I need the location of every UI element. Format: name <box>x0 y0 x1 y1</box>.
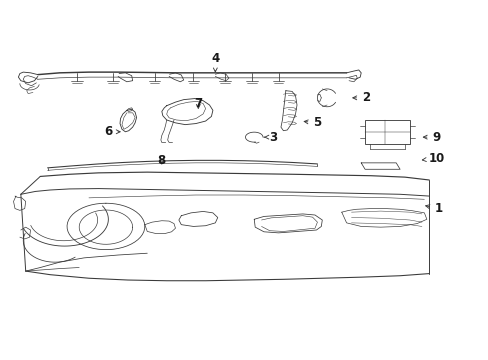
Text: 4: 4 <box>211 52 219 72</box>
Text: 8: 8 <box>158 154 165 167</box>
Bar <box>365 120 409 144</box>
Text: 9: 9 <box>423 131 440 144</box>
Text: 7: 7 <box>194 97 202 110</box>
Text: 2: 2 <box>352 91 369 104</box>
Text: 6: 6 <box>104 125 120 138</box>
Text: 10: 10 <box>422 152 444 165</box>
Text: 1: 1 <box>425 202 442 215</box>
Text: 5: 5 <box>304 116 321 129</box>
Text: 3: 3 <box>264 131 277 144</box>
